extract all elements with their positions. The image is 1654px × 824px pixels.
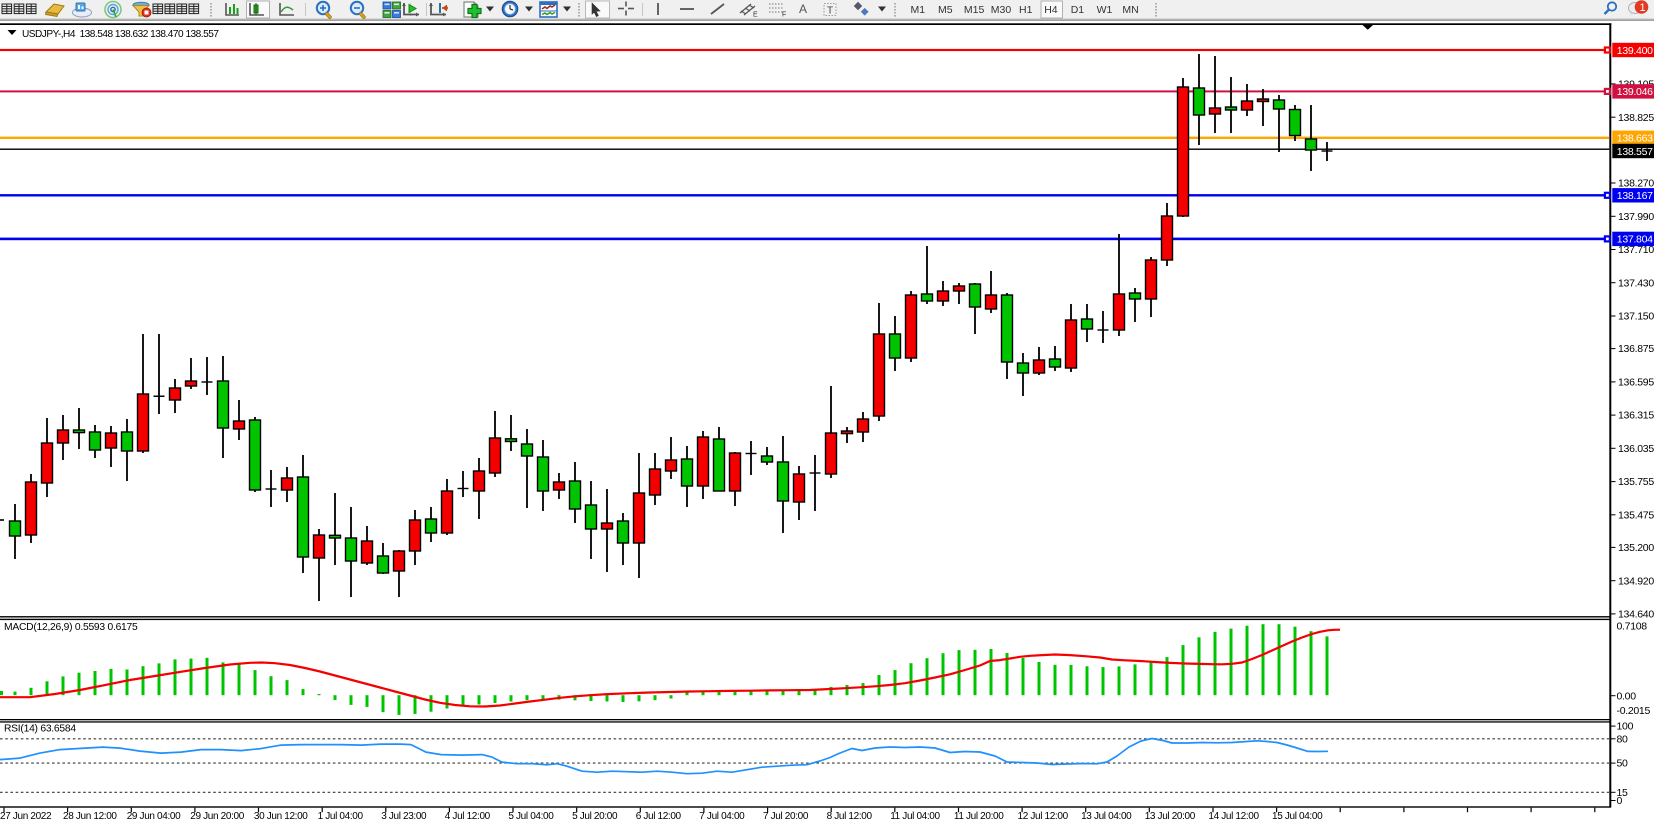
svg-text:0: 0 xyxy=(1617,795,1623,807)
svg-text:MACD(12,26,9) 0.5593 0.6175: MACD(12,26,9) 0.5593 0.6175 xyxy=(4,622,138,633)
svg-text:4 Jul 12:00: 4 Jul 12:00 xyxy=(445,811,491,822)
svg-text:0.00: 0.00 xyxy=(1617,690,1637,702)
svg-text:29 Jun 04:00: 29 Jun 04:00 xyxy=(127,811,181,822)
svg-text:F: F xyxy=(782,12,786,19)
svg-text:28 Jun 12:00: 28 Jun 12:00 xyxy=(63,811,117,822)
svg-text:1: 1 xyxy=(1640,2,1646,14)
svg-text:12 Jul 12:00: 12 Jul 12:00 xyxy=(1018,811,1069,822)
svg-text:13 Jul 04:00: 13 Jul 04:00 xyxy=(1081,811,1132,822)
svg-text:138.825: 138.825 xyxy=(1618,112,1654,124)
svg-text:E: E xyxy=(753,12,758,19)
svg-text:134.920: 134.920 xyxy=(1618,575,1654,587)
svg-text:MN: MN xyxy=(1122,4,1138,16)
svg-text:H4: H4 xyxy=(1044,4,1058,16)
svg-text:H1: H1 xyxy=(1019,4,1033,16)
svg-text:A: A xyxy=(799,2,807,16)
svg-text:135.475: 135.475 xyxy=(1618,509,1654,521)
svg-text:138.270: 138.270 xyxy=(1618,178,1654,190)
svg-text:0.7108: 0.7108 xyxy=(1617,620,1648,632)
svg-text:W1: W1 xyxy=(1097,4,1113,16)
svg-text:M1: M1 xyxy=(911,4,926,16)
svg-text:1 Jul 04:00: 1 Jul 04:00 xyxy=(318,811,364,822)
svg-text:30 Jun 12:00: 30 Jun 12:00 xyxy=(254,811,308,822)
svg-text:-0.2015: -0.2015 xyxy=(1617,705,1651,717)
svg-text:6 Jul 12:00: 6 Jul 12:00 xyxy=(636,811,682,822)
svg-text:7 Jul 04:00: 7 Jul 04:00 xyxy=(699,811,745,822)
svg-text:D1: D1 xyxy=(1071,4,1085,16)
svg-text:3 Jul 23:00: 3 Jul 23:00 xyxy=(381,811,427,822)
svg-text:137.804: 137.804 xyxy=(1617,234,1653,246)
svg-text:100: 100 xyxy=(1617,721,1634,733)
svg-text:11 Jul 20:00: 11 Jul 20:00 xyxy=(954,811,1004,822)
svg-text:8 Jul 12:00: 8 Jul 12:00 xyxy=(827,811,873,822)
svg-text:5 Jul 20:00: 5 Jul 20:00 xyxy=(572,811,618,822)
svg-text:15: 15 xyxy=(1617,787,1629,799)
svg-text:138.663: 138.663 xyxy=(1617,133,1653,145)
svg-text:139.400: 139.400 xyxy=(1617,45,1653,57)
svg-text:134.640: 134.640 xyxy=(1618,609,1654,621)
svg-text:136.875: 136.875 xyxy=(1618,343,1654,355)
svg-text:29 Jun 20:00: 29 Jun 20:00 xyxy=(190,811,244,822)
svg-text:137.990: 137.990 xyxy=(1618,211,1654,223)
svg-text:135.755: 135.755 xyxy=(1618,476,1654,488)
svg-text:136.035: 136.035 xyxy=(1618,443,1654,455)
svg-text:137.150: 137.150 xyxy=(1618,311,1654,323)
svg-text:M30: M30 xyxy=(991,4,1012,16)
svg-text:RSI(14) 63.6584: RSI(14) 63.6584 xyxy=(4,724,76,735)
svg-text:13 Jul 20:00: 13 Jul 20:00 xyxy=(1145,811,1196,822)
svg-text:M15: M15 xyxy=(964,4,985,16)
svg-text:138.557: 138.557 xyxy=(1617,146,1653,158)
svg-text:27 Jun 2022: 27 Jun 2022 xyxy=(0,811,52,822)
svg-text:135.200: 135.200 xyxy=(1618,542,1654,554)
svg-text:137.430: 137.430 xyxy=(1618,277,1654,289)
svg-text:14 Jul 12:00: 14 Jul 12:00 xyxy=(1208,811,1259,822)
svg-text:137.710: 137.710 xyxy=(1618,244,1654,256)
svg-text:USDJPY-,H4 138.548 138.632 13: USDJPY-,H4 138.548 138.632 138.470 138.5… xyxy=(22,29,219,40)
svg-text:138.167: 138.167 xyxy=(1617,190,1653,202)
svg-text:7 Jul 20:00: 7 Jul 20:00 xyxy=(763,811,809,822)
svg-text:T: T xyxy=(827,6,833,17)
svg-text:136.315: 136.315 xyxy=(1618,410,1654,422)
svg-text:50: 50 xyxy=(1617,758,1629,770)
svg-text:139.046: 139.046 xyxy=(1617,86,1653,98)
svg-text:80: 80 xyxy=(1617,733,1629,745)
svg-text:136.595: 136.595 xyxy=(1618,377,1654,389)
svg-text:5 Jul 04:00: 5 Jul 04:00 xyxy=(508,811,554,822)
svg-text:M5: M5 xyxy=(938,4,953,16)
svg-text:11 Jul 04:00: 11 Jul 04:00 xyxy=(890,811,940,822)
svg-text:15 Jul 04:00: 15 Jul 04:00 xyxy=(1272,811,1323,822)
